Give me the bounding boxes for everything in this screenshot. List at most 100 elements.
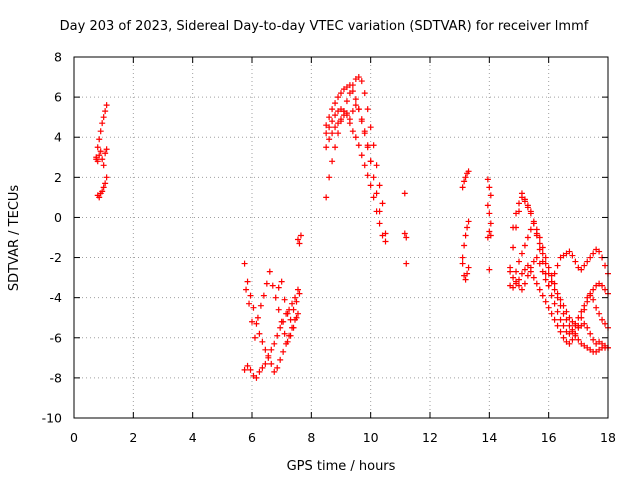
data-point (367, 182, 374, 189)
data-point (292, 294, 299, 301)
data-point (367, 124, 374, 131)
data-point (542, 276, 549, 283)
segment-5 (459, 168, 472, 283)
data-point (281, 296, 288, 303)
data-point (527, 210, 534, 217)
data-point (533, 226, 540, 233)
data-point (590, 286, 597, 293)
data-point (352, 96, 359, 103)
data-point (487, 192, 494, 199)
data-point (554, 262, 561, 269)
y-axis-label: SDTVAR / TECUs (7, 185, 22, 292)
y-tick-label: 0 (54, 210, 62, 225)
data-point (268, 360, 275, 367)
data-point (484, 176, 491, 183)
data-point (332, 144, 339, 151)
data-point (518, 190, 525, 197)
data-point (262, 346, 269, 353)
x-tick-label: 8 (307, 430, 315, 445)
data-point (403, 234, 410, 241)
data-point (487, 232, 494, 239)
data-point (566, 340, 573, 347)
data-point (513, 278, 520, 285)
data-point (530, 274, 537, 281)
data-point (256, 330, 263, 337)
data-point (560, 302, 567, 309)
data-point (370, 142, 377, 149)
data-point (102, 108, 109, 115)
data-point (268, 346, 275, 353)
data-point (581, 262, 588, 269)
data-point (539, 250, 546, 257)
data-point (587, 330, 594, 337)
data-point (539, 244, 546, 251)
data-point (401, 190, 408, 197)
data-point (326, 136, 333, 143)
data-point (297, 232, 304, 239)
data-point (243, 286, 250, 293)
segment-6 (484, 176, 494, 273)
data-point (272, 294, 279, 301)
data-point (560, 334, 567, 341)
data-point (269, 282, 276, 289)
data-point (329, 130, 336, 137)
data-point (584, 324, 591, 331)
data-point (465, 264, 472, 271)
data-point (510, 274, 517, 281)
data-point (329, 106, 336, 113)
data-point (275, 306, 282, 313)
data-point (355, 106, 362, 113)
plot-frame (73, 56, 609, 419)
data-point (274, 364, 281, 371)
data-point (244, 278, 251, 285)
data-point (247, 292, 254, 299)
data-point (97, 128, 104, 135)
data-point (516, 258, 522, 265)
data-point (358, 78, 365, 85)
y-tick-label: -8 (50, 370, 63, 385)
data-point (253, 320, 260, 327)
data-point (382, 238, 389, 245)
data-point (596, 248, 603, 255)
data-point (349, 128, 356, 135)
data-point (326, 174, 333, 181)
data-point (554, 290, 561, 297)
data-point (464, 224, 471, 231)
data-point (277, 324, 284, 331)
data-point (516, 200, 522, 207)
data-point (545, 282, 552, 289)
data-point (484, 202, 491, 209)
data-point (518, 286, 525, 293)
data-point (548, 310, 555, 317)
segment-7 (507, 190, 611, 355)
segment-1 (93, 102, 110, 201)
data-point (581, 306, 588, 313)
data-point (287, 316, 294, 323)
segment-4 (401, 190, 410, 267)
data-point (461, 242, 468, 249)
data-point (373, 162, 380, 169)
y-tick-label: -4 (50, 290, 63, 305)
data-point (461, 178, 468, 185)
data-point (539, 268, 546, 275)
data-point (602, 286, 609, 293)
data-point (251, 334, 258, 341)
data-point (244, 362, 251, 369)
data-point (364, 142, 371, 149)
y-tick-label: 4 (54, 130, 62, 145)
x-tick-label: 14 (481, 430, 497, 445)
x-axis-label: GPS time / hours (287, 459, 396, 474)
data-point (361, 90, 368, 97)
data-point (459, 254, 466, 261)
data-point (596, 310, 603, 317)
data-point (254, 314, 261, 321)
data-point (361, 162, 368, 169)
data-point (99, 120, 106, 127)
data-point (99, 156, 106, 163)
data-point (97, 148, 104, 155)
data-point (289, 300, 296, 307)
data-point (590, 296, 597, 303)
data-point (361, 128, 368, 135)
data-point (259, 364, 266, 371)
data-point (246, 300, 253, 307)
